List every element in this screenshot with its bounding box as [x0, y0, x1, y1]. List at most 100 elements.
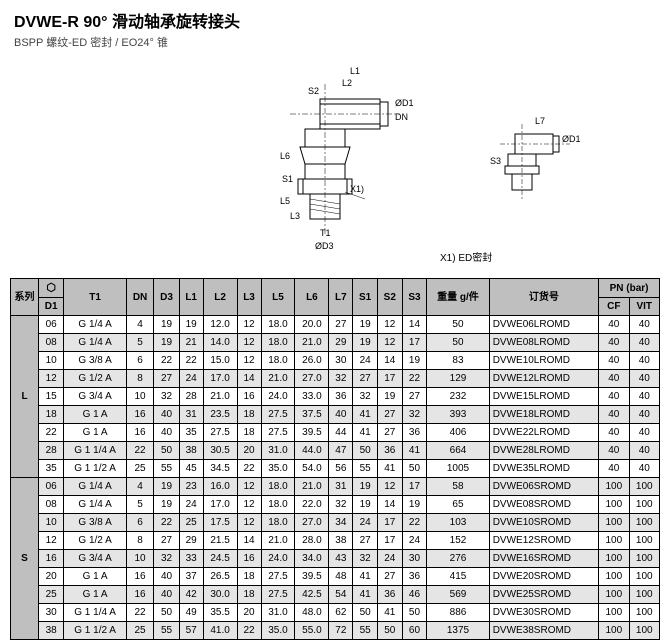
- col-cf: CF: [599, 298, 629, 316]
- technical-diagram: L1 L2 S2 ØD1 DN L6 S1 L5 L3 T1 ØD3 X1) L…: [0, 54, 670, 274]
- cell-cf: 40: [599, 334, 629, 352]
- cell-d1: 08: [39, 496, 64, 514]
- header: DVWE-R 90° 滑动轴承旋转接头 BSPP 螺纹-ED 密封 / EO24…: [0, 0, 670, 54]
- svg-text:L6: L6: [280, 151, 290, 161]
- table-row: 15G 3/4 A10322821.01624.033.036321927232…: [11, 388, 660, 406]
- cell-l5: 35.0: [261, 460, 295, 478]
- table-row: 20G 1 A16403726.51827.539.548412736415DV…: [11, 568, 660, 586]
- cell-s2: 12: [377, 478, 402, 496]
- cell-ord: DVWE18LROMD: [489, 406, 598, 424]
- cell-dn: 6: [126, 514, 154, 532]
- cell-w: 886: [427, 604, 489, 622]
- cell-l5: 18.0: [261, 496, 295, 514]
- cell-vit: 40: [629, 316, 660, 334]
- cell-l1: 23: [179, 478, 203, 496]
- cell-s1: 55: [353, 460, 378, 478]
- cell-d3: 19: [154, 334, 179, 352]
- cell-t1: G 1/4 A: [64, 478, 126, 496]
- cell-s3: 27: [402, 388, 427, 406]
- cell-s2: 12: [377, 334, 402, 352]
- cell-w: 232: [427, 388, 489, 406]
- cell-d3: 55: [154, 622, 179, 640]
- cell-l3: 14: [237, 532, 261, 550]
- spec-table: 系列 ⬡ T1 DN D3 L1 L2 L3 L5 L6 L7 S1 S2 S3…: [10, 278, 660, 640]
- cell-l1: 24: [179, 370, 203, 388]
- cell-l6: 26.0: [295, 352, 329, 370]
- cell-l6: 28.0: [295, 532, 329, 550]
- series-cell: L: [11, 316, 39, 478]
- table-row: 08G 1/4 A5192417.01218.022.03219141965DV…: [11, 496, 660, 514]
- cell-vit: 100: [629, 514, 660, 532]
- table-header: 系列 ⬡ T1 DN D3 L1 L2 L3 L5 L6 L7 S1 S2 S3…: [11, 279, 660, 316]
- cell-t1: G 1/4 A: [64, 496, 126, 514]
- cell-l2: 23.5: [203, 406, 237, 424]
- cell-vit: 40: [629, 352, 660, 370]
- cell-l5: 27.5: [261, 568, 295, 586]
- cell-ord: DVWE10LROMD: [489, 352, 598, 370]
- cell-l1: 25: [179, 514, 203, 532]
- col-l2: L2: [203, 279, 237, 316]
- cell-t1: G 1/4 A: [64, 334, 126, 352]
- cell-l7: 47: [329, 442, 353, 460]
- cell-cf: 40: [599, 388, 629, 406]
- cell-d3: 19: [154, 478, 179, 496]
- cell-l1: 57: [179, 622, 203, 640]
- cell-cf: 100: [599, 514, 629, 532]
- cell-d1: 35: [39, 460, 64, 478]
- cell-l7: 48: [329, 568, 353, 586]
- table-row: 08G 1/4 A5192114.01218.021.02919121750DV…: [11, 334, 660, 352]
- table-row: 30G 1 1/4 A22504935.52031.048.0625041508…: [11, 604, 660, 622]
- col-l1: L1: [179, 279, 203, 316]
- cell-l7: 32: [329, 496, 353, 514]
- svg-text:L7: L7: [535, 116, 545, 126]
- cell-l6: 44.0: [295, 442, 329, 460]
- cell-l6: 27.0: [295, 370, 329, 388]
- cell-d1: 30: [39, 604, 64, 622]
- cell-s2: 17: [377, 532, 402, 550]
- col-order: 订货号: [489, 279, 598, 316]
- cell-s2: 27: [377, 406, 402, 424]
- cell-ord: DVWE20SROMD: [489, 568, 598, 586]
- cell-d3: 40: [154, 568, 179, 586]
- svg-text:S3: S3: [490, 156, 501, 166]
- cell-cf: 100: [599, 622, 629, 640]
- cell-d1: 10: [39, 352, 64, 370]
- cell-vit: 40: [629, 406, 660, 424]
- cell-s3: 50: [402, 460, 427, 478]
- cell-l3: 20: [237, 442, 261, 460]
- cell-s2: 17: [377, 370, 402, 388]
- cell-d1: 28: [39, 442, 64, 460]
- cell-l1: 21: [179, 334, 203, 352]
- table-row: 10G 3/8 A6222517.51218.027.034241722103D…: [11, 514, 660, 532]
- cell-d1: 06: [39, 316, 64, 334]
- cell-l3: 18: [237, 406, 261, 424]
- cell-cf: 40: [599, 442, 629, 460]
- cell-s1: 19: [353, 316, 378, 334]
- svg-text:ØD1: ØD1: [562, 134, 581, 144]
- cell-dn: 6: [126, 352, 154, 370]
- cell-s2: 14: [377, 352, 402, 370]
- cell-s3: 24: [402, 532, 427, 550]
- cell-w: 276: [427, 550, 489, 568]
- cell-l3: 12: [237, 352, 261, 370]
- series-cell: S: [11, 478, 39, 640]
- cell-s3: 22: [402, 370, 427, 388]
- cell-l5: 24.0: [261, 550, 295, 568]
- cell-dn: 22: [126, 604, 154, 622]
- cell-ord: DVWE12SROMD: [489, 532, 598, 550]
- cell-d1: 12: [39, 532, 64, 550]
- cell-s1: 24: [353, 514, 378, 532]
- cell-dn: 16: [126, 424, 154, 442]
- cell-l7: 27: [329, 316, 353, 334]
- table-row: 38G 1 1/2 A25555741.02235.055.0725550601…: [11, 622, 660, 640]
- svg-text:DN: DN: [395, 112, 408, 122]
- cell-l5: 24.0: [261, 388, 295, 406]
- cell-w: 83: [427, 352, 489, 370]
- cell-s3: 36: [402, 568, 427, 586]
- cell-d3: 32: [154, 550, 179, 568]
- cell-l1: 31: [179, 406, 203, 424]
- cell-l1: 22: [179, 352, 203, 370]
- cell-ord: DVWE38SROMD: [489, 622, 598, 640]
- hex-icon: ⬡: [39, 279, 64, 298]
- cell-d3: 32: [154, 388, 179, 406]
